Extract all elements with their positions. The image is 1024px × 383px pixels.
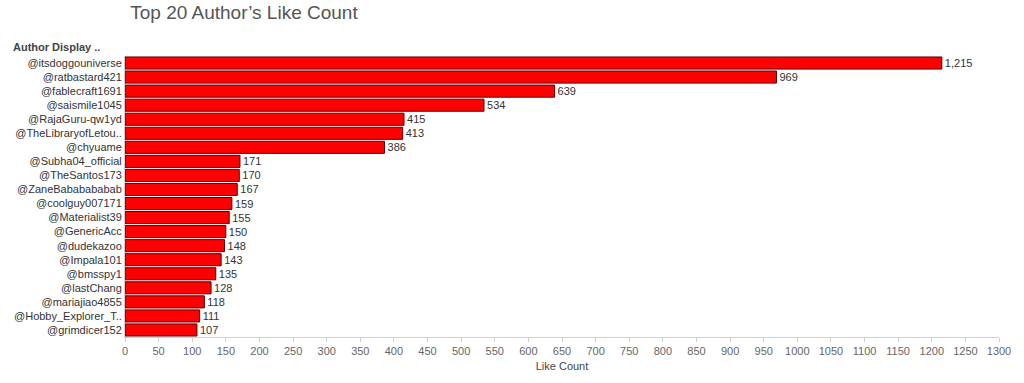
- svg-text:@coolguy007171: @coolguy007171: [36, 197, 122, 209]
- svg-text:1250: 1250: [953, 345, 977, 357]
- svg-text:@Impala101: @Impala101: [59, 254, 122, 266]
- svg-text:600: 600: [519, 345, 537, 357]
- svg-text:148: 148: [228, 240, 246, 252]
- svg-text:Author Display ..: Author Display ..: [13, 41, 100, 53]
- svg-text:200: 200: [250, 345, 268, 357]
- svg-text:@ZaneBababababab: @ZaneBababababab: [17, 183, 122, 195]
- svg-text:@itsdoggouniverse: @itsdoggouniverse: [27, 57, 121, 69]
- svg-text:650: 650: [553, 345, 571, 357]
- svg-text:107: 107: [200, 324, 218, 336]
- svg-text:170: 170: [242, 169, 260, 181]
- svg-text:550: 550: [486, 345, 504, 357]
- svg-text:450: 450: [418, 345, 436, 357]
- svg-text:639: 639: [558, 85, 576, 97]
- svg-text:@lastChang: @lastChang: [61, 282, 122, 294]
- svg-text:171: 171: [243, 155, 261, 167]
- svg-text:143: 143: [224, 254, 242, 266]
- svg-text:386: 386: [388, 141, 406, 153]
- svg-text:900: 900: [721, 345, 739, 357]
- svg-text:1150: 1150: [886, 345, 910, 357]
- svg-text:@GenericAcc: @GenericAcc: [54, 225, 123, 237]
- svg-text:155: 155: [232, 212, 250, 224]
- svg-text:Top 20 Author’s Like Count: Top 20 Author’s Like Count: [130, 2, 358, 23]
- svg-text:413: 413: [406, 127, 424, 139]
- svg-text:@dudekazoo: @dudekazoo: [57, 240, 122, 252]
- svg-text:@grimdicer152: @grimdicer152: [47, 324, 122, 336]
- svg-text:1200: 1200: [920, 345, 944, 357]
- svg-text:150: 150: [229, 226, 247, 238]
- svg-text:@mariajiao4855: @mariajiao4855: [42, 296, 122, 308]
- svg-text:100: 100: [183, 345, 201, 357]
- svg-text:400: 400: [385, 345, 403, 357]
- svg-text:969: 969: [779, 71, 797, 83]
- svg-text:1100: 1100: [853, 345, 877, 357]
- svg-text:500: 500: [452, 345, 470, 357]
- svg-text:415: 415: [407, 113, 425, 125]
- svg-text:Like Count: Like Count: [536, 360, 589, 372]
- svg-text:167: 167: [240, 183, 258, 195]
- svg-text:159: 159: [235, 198, 253, 210]
- svg-text:700: 700: [586, 345, 604, 357]
- svg-text:@chyuame: @chyuame: [66, 141, 122, 153]
- svg-text:@saismile1045: @saismile1045: [46, 99, 121, 111]
- svg-text:1300: 1300: [987, 345, 1011, 357]
- svg-text:135: 135: [219, 268, 237, 280]
- svg-text:1050: 1050: [819, 345, 843, 357]
- svg-text:@Hobby_Explorer_T..: @Hobby_Explorer_T..: [14, 310, 122, 322]
- svg-text:@fablecraft1691: @fablecraft1691: [41, 85, 122, 97]
- svg-text:111: 111: [203, 310, 220, 322]
- svg-text:950: 950: [755, 345, 773, 357]
- svg-text:@bmsspy1: @bmsspy1: [67, 268, 122, 280]
- svg-text:128: 128: [214, 282, 232, 294]
- svg-text:750: 750: [620, 345, 638, 357]
- svg-text:@Materialist39: @Materialist39: [48, 211, 122, 223]
- svg-text:250: 250: [284, 345, 302, 357]
- svg-text:1000: 1000: [785, 345, 809, 357]
- svg-text:350: 350: [351, 345, 369, 357]
- svg-text:@TheSantos173: @TheSantos173: [39, 169, 122, 181]
- svg-text:800: 800: [654, 345, 672, 357]
- svg-text:534: 534: [487, 99, 505, 111]
- svg-text:50: 50: [152, 345, 164, 357]
- svg-text:1,215: 1,215: [945, 57, 973, 69]
- svg-text:@TheLibraryofLetou..: @TheLibraryofLetou..: [15, 127, 122, 139]
- svg-text:0: 0: [122, 345, 128, 357]
- svg-text:@ratbastard421: @ratbastard421: [43, 71, 122, 83]
- svg-text:850: 850: [687, 345, 705, 357]
- svg-text:150: 150: [217, 345, 235, 357]
- svg-text:118: 118: [207, 296, 225, 308]
- svg-text:@RajaGuru-qw1yd: @RajaGuru-qw1yd: [28, 113, 122, 125]
- svg-text:@Subha04_official: @Subha04_official: [29, 155, 121, 167]
- svg-text:300: 300: [318, 345, 336, 357]
